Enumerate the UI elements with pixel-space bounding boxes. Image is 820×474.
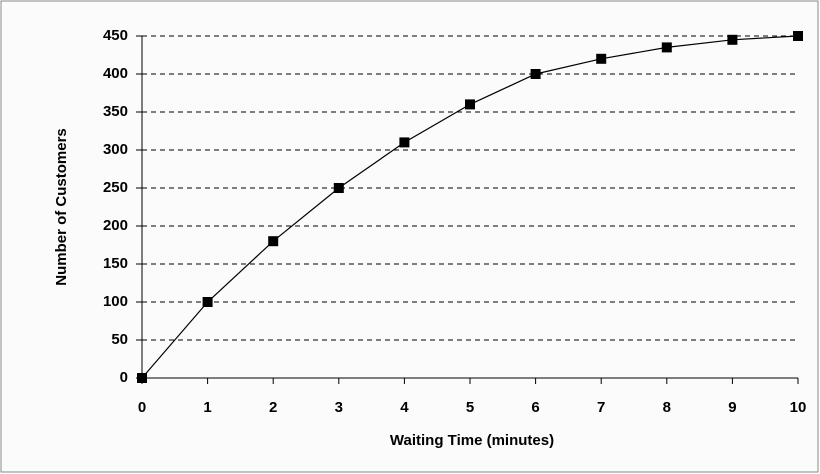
y-tick-label: 0 <box>120 369 128 386</box>
y-tick-label: 400 <box>103 65 128 82</box>
data-point <box>727 34 738 45</box>
y-tick-label: 200 <box>103 217 128 234</box>
y-axis-label: Number of Customers <box>53 128 70 286</box>
x-tick-label: 2 <box>269 399 277 416</box>
x-tick-label: 5 <box>466 399 474 416</box>
data-point <box>793 31 803 41</box>
y-tick-label: 50 <box>111 331 128 348</box>
x-tick-label: 10 <box>790 399 807 416</box>
x-axis-label: Waiting Time (minutes) <box>390 432 554 449</box>
x-tick-label: 0 <box>138 399 146 416</box>
x-tick-label: 8 <box>663 399 671 416</box>
x-tick-label: 6 <box>531 399 539 416</box>
y-tick-label: 450 <box>103 27 128 44</box>
x-tick-label: 7 <box>597 399 605 416</box>
data-point <box>137 373 147 383</box>
data-point <box>596 53 607 64</box>
y-tick-label: 300 <box>103 141 128 158</box>
y-tick-label: 250 <box>103 179 128 196</box>
data-point <box>202 297 213 307</box>
data-point <box>661 42 672 53</box>
data-point <box>268 236 279 247</box>
data-point <box>465 99 475 110</box>
y-tick-label: 100 <box>103 293 128 310</box>
x-tick-label: 9 <box>728 399 736 416</box>
x-tick-label: 3 <box>335 399 343 416</box>
y-tick-label: 350 <box>103 103 128 120</box>
data-point <box>530 69 541 79</box>
x-tick-label: 1 <box>203 399 211 416</box>
data-point <box>333 183 344 193</box>
y-tick-label: 150 <box>103 255 128 272</box>
data-point <box>399 137 410 148</box>
x-tick-label: 4 <box>400 399 409 416</box>
